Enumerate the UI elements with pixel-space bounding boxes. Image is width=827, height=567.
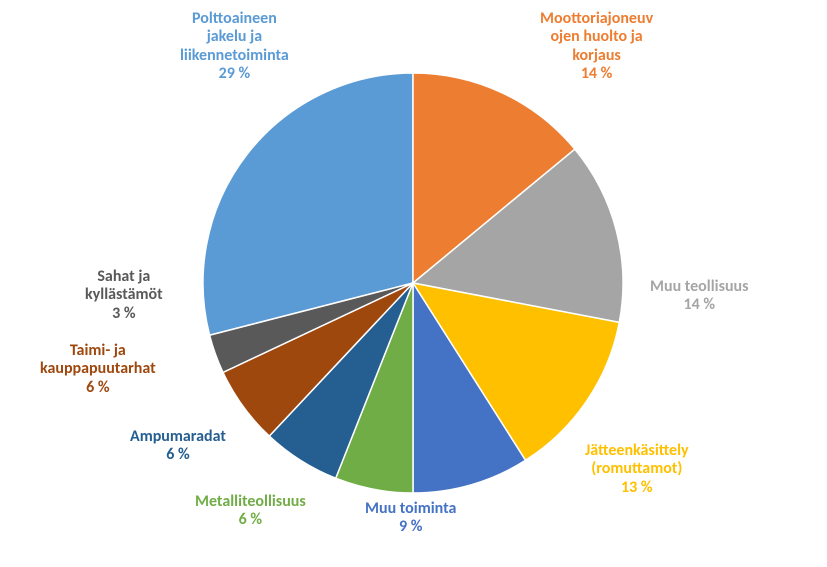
pie-chart: Polttoaineen jakelu ja liikennetoiminta … — [0, 0, 827, 567]
pie-svg — [0, 0, 827, 567]
